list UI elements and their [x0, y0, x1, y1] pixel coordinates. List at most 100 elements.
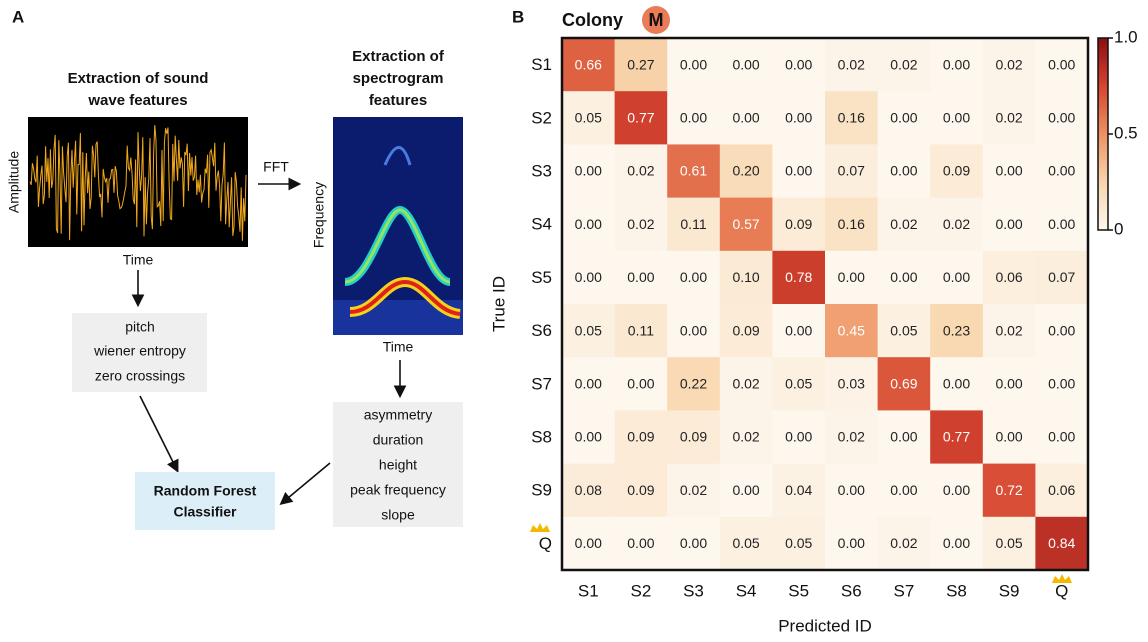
- colorbar-step: [1098, 98, 1108, 103]
- fft-label: FFT: [263, 159, 289, 175]
- cell-label: 0.77: [943, 429, 970, 445]
- cell-label: 0.02: [838, 429, 865, 445]
- feature: zero crossings: [95, 368, 185, 384]
- heatmap-cell: [719, 250, 773, 305]
- y-axis-label: True ID: [489, 276, 508, 332]
- heatmap-cell: [614, 304, 668, 358]
- cell-label: 0.00: [943, 110, 970, 126]
- heatmap-cell: [667, 197, 721, 252]
- colorbar-step: [1098, 89, 1108, 93]
- cell-label: 0.66: [575, 56, 602, 72]
- y-tick-label: S9: [531, 481, 552, 500]
- colorbar-step: [1098, 38, 1108, 42]
- colorbar-step: [1098, 162, 1108, 167]
- y-tick-label: S8: [531, 427, 552, 446]
- heatmap-cell: [825, 463, 879, 518]
- heatmap-cell: [1035, 357, 1089, 411]
- heatmap-cell: [982, 516, 1036, 571]
- cell-label: 0.00: [732, 110, 759, 126]
- heatmap-cell: [825, 91, 879, 145]
- colorbar-step: [1098, 143, 1108, 148]
- cell-label: 0.00: [785, 110, 812, 126]
- heatmap-cell: [877, 516, 931, 571]
- cell-label: 0.05: [732, 535, 759, 551]
- colorbar-step: [1098, 95, 1108, 100]
- classifier: Classifier: [173, 504, 237, 520]
- colorbar-step: [1098, 146, 1108, 151]
- y-tick-label: S2: [531, 108, 552, 127]
- heatmap-cell: [614, 463, 668, 518]
- spectrogram-bg: [333, 117, 463, 335]
- heatmap-cell: [877, 304, 931, 358]
- axis-label: Frequency: [311, 182, 327, 248]
- cell-label: 0.27: [627, 56, 654, 72]
- heatmap-cell: [562, 144, 616, 199]
- heatmap-cell: [930, 410, 984, 465]
- cell-label: 0.05: [785, 535, 812, 551]
- feature: duration: [373, 432, 424, 448]
- wave-title: Extraction of sound: [68, 70, 209, 87]
- colorbar-step: [1098, 153, 1108, 157]
- heatmap-cell: [825, 38, 879, 92]
- heatmap-cell: [667, 250, 721, 305]
- axis-label: Time: [383, 339, 414, 355]
- heatmap-cell: [982, 304, 1036, 358]
- cell-label: 0.07: [838, 163, 865, 179]
- colorbar-step: [1098, 159, 1108, 164]
- panel-label: A: [12, 7, 24, 26]
- cell-label: 0.00: [627, 535, 654, 551]
- heatmap-cell: [562, 91, 616, 145]
- colorbar-step: [1098, 124, 1108, 129]
- cell-label: 0.57: [732, 216, 759, 232]
- spectrogram-harmonic: [344, 208, 451, 284]
- cell-label: 0.02: [890, 535, 917, 551]
- colorbar-step: [1098, 172, 1108, 177]
- heatmap-cell: [877, 250, 931, 305]
- feature: wiener entropy: [93, 343, 186, 359]
- heatmap-cell: [930, 304, 984, 358]
- colorbar-step: [1098, 127, 1108, 132]
- heatmap-cell: [772, 516, 826, 571]
- colorbar-step: [1098, 166, 1108, 170]
- colorbar-step: [1098, 156, 1108, 161]
- cell-label: 0.77: [627, 110, 654, 126]
- heatmap-cell: [930, 250, 984, 305]
- colorbar-step: [1098, 137, 1108, 141]
- cell-label: 0.00: [943, 269, 970, 285]
- heatmap-cell: [614, 410, 668, 465]
- heatmap-cell: [772, 250, 826, 305]
- y-tick-label: Q: [539, 534, 552, 553]
- cell-label: 0.02: [995, 110, 1022, 126]
- x-tick-label: S5: [788, 581, 809, 600]
- cell-label: 0.02: [995, 56, 1022, 72]
- spec-title: Extraction of: [352, 48, 445, 65]
- heatmap-cell: [982, 410, 1036, 465]
- colorbar-step: [1098, 79, 1108, 84]
- y-tick-label: S4: [531, 215, 552, 234]
- heatmap-cell: [772, 91, 826, 145]
- spec-title: spectrogram: [353, 70, 444, 87]
- cell-label: 0.02: [627, 216, 654, 232]
- cell-label: 0.00: [995, 163, 1022, 179]
- x-tick-label: S6: [841, 581, 862, 600]
- cell-label: 0.69: [890, 376, 917, 392]
- y-tick-label: S7: [531, 374, 552, 393]
- colorbar-tick-label: 0: [1114, 219, 1123, 238]
- spectrogram-fundamental: [349, 279, 461, 316]
- cell-label: 0.05: [785, 376, 812, 392]
- cell-label: 0.00: [785, 429, 812, 445]
- heatmap-cell: [772, 357, 826, 411]
- heatmap-cell: [825, 197, 879, 252]
- heatmap-cell: [930, 38, 984, 92]
- colorbar-step: [1098, 178, 1108, 183]
- classifier: Random Forest: [154, 483, 257, 499]
- cell-label: 0.00: [1048, 110, 1075, 126]
- heatmap-cell: [825, 410, 879, 465]
- cell-label: 0.00: [995, 376, 1022, 392]
- cell-label: 0.00: [1048, 322, 1075, 338]
- cell-label: 0.09: [943, 163, 970, 179]
- cell-label: 0.00: [575, 269, 602, 285]
- heatmap-cell: [772, 304, 826, 358]
- cell-label: 0.00: [943, 56, 970, 72]
- cell-label: 0.00: [890, 110, 917, 126]
